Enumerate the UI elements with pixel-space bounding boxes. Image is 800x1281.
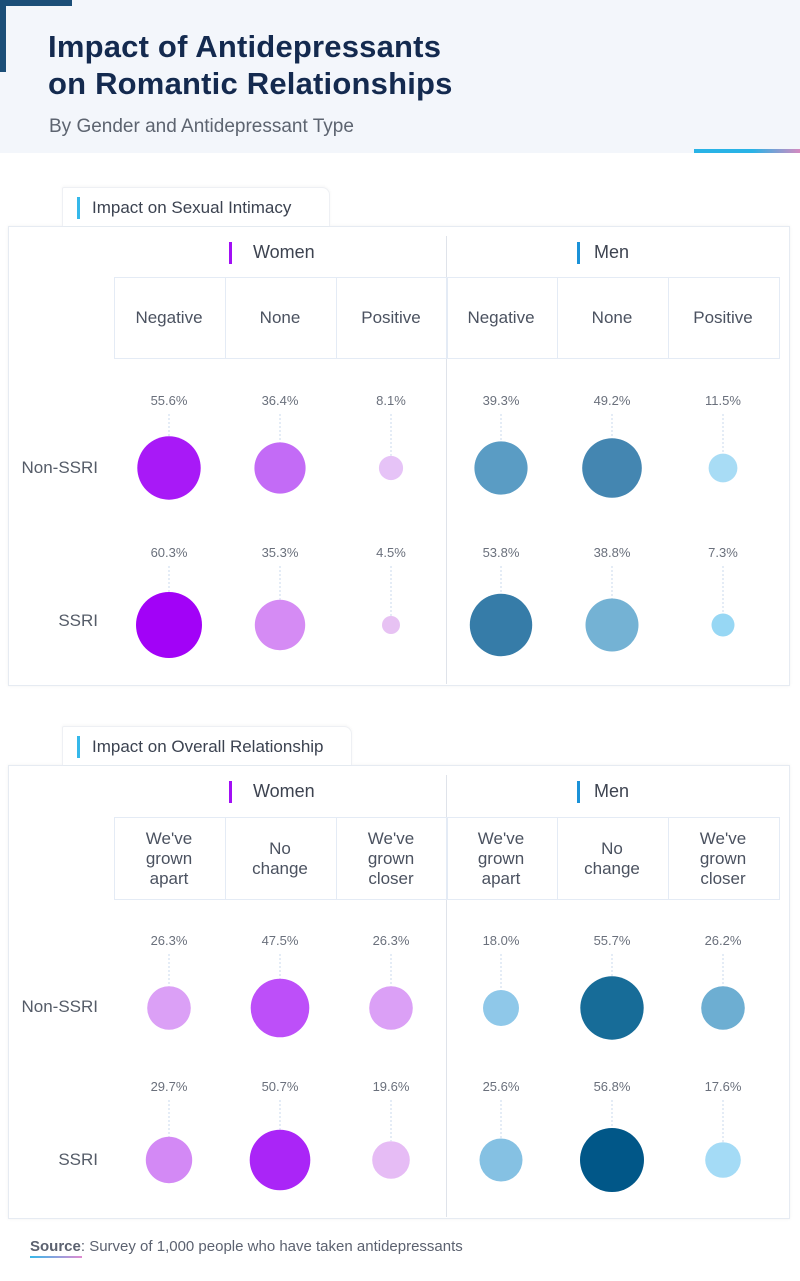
group-divider: [446, 236, 447, 684]
column-header: Positive: [361, 308, 421, 327]
title-line-1: Impact of Antidepressants: [48, 29, 442, 64]
header-accent-line: [694, 149, 800, 153]
section-tab-marker: [77, 736, 80, 758]
column-header-cell: [335, 817, 448, 900]
section-tab-marker: [77, 197, 80, 219]
column-header: None: [591, 308, 633, 327]
group-marker-women: [229, 242, 232, 264]
page-title: Impact of Antidepressants on Romantic Re…: [48, 28, 453, 102]
title-line-2: on Romantic Relationships: [48, 66, 453, 101]
group-divider: [446, 775, 447, 1217]
column-header: No change: [252, 838, 308, 878]
source-underline: [30, 1256, 82, 1258]
group-label-women: Women: [253, 242, 315, 262]
group-marker-men: [577, 242, 580, 264]
column-header: None: [259, 308, 301, 327]
row-label: SSRI: [58, 1150, 98, 1169]
group-marker-women: [229, 781, 232, 803]
section-title: Impact on Overall Relationship: [92, 737, 324, 756]
header-corner-bar: [0, 0, 6, 72]
column-header-cell: [667, 817, 780, 900]
header-corner-line: [0, 0, 72, 6]
page-subtitle: By Gender and Antidepressant Type: [49, 116, 354, 137]
column-header: We've grown closer: [699, 828, 747, 888]
group-label-men: Men: [594, 781, 630, 801]
column-header: We've grown apart: [477, 828, 525, 888]
column-header: Negative: [135, 308, 203, 327]
header: Impact of Antidepressants on Romantic Re…: [0, 0, 800, 153]
source-label: Source: [30, 1238, 81, 1255]
row-label: Non-SSRI: [21, 997, 98, 1016]
group-label-women: Women: [253, 781, 315, 801]
row-label: SSRI: [58, 611, 98, 630]
row-label: Non-SSRI: [21, 458, 98, 477]
column-header: Negative: [467, 308, 535, 327]
column-header: No change: [584, 838, 640, 878]
group-label-men: Men: [594, 242, 630, 262]
group-marker-men: [577, 781, 580, 803]
column-header: We've grown apart: [145, 828, 193, 888]
section-tab-overall-relationship: Impact on Overall Relationship: [62, 726, 352, 765]
column-header: We've grown closer: [367, 828, 415, 888]
source-text: : Survey of 1,000 people who have taken …: [80, 1238, 463, 1255]
section-tab-sexual-intimacy: Impact on Sexual Intimacy: [62, 187, 330, 226]
column-header: Positive: [693, 308, 753, 327]
source-note: Source: Survey of 1,000 people who have …: [30, 1238, 463, 1255]
column-header-cell: [667, 277, 780, 359]
section-title: Impact on Sexual Intimacy: [92, 198, 292, 217]
column-header-cell: [335, 277, 448, 359]
